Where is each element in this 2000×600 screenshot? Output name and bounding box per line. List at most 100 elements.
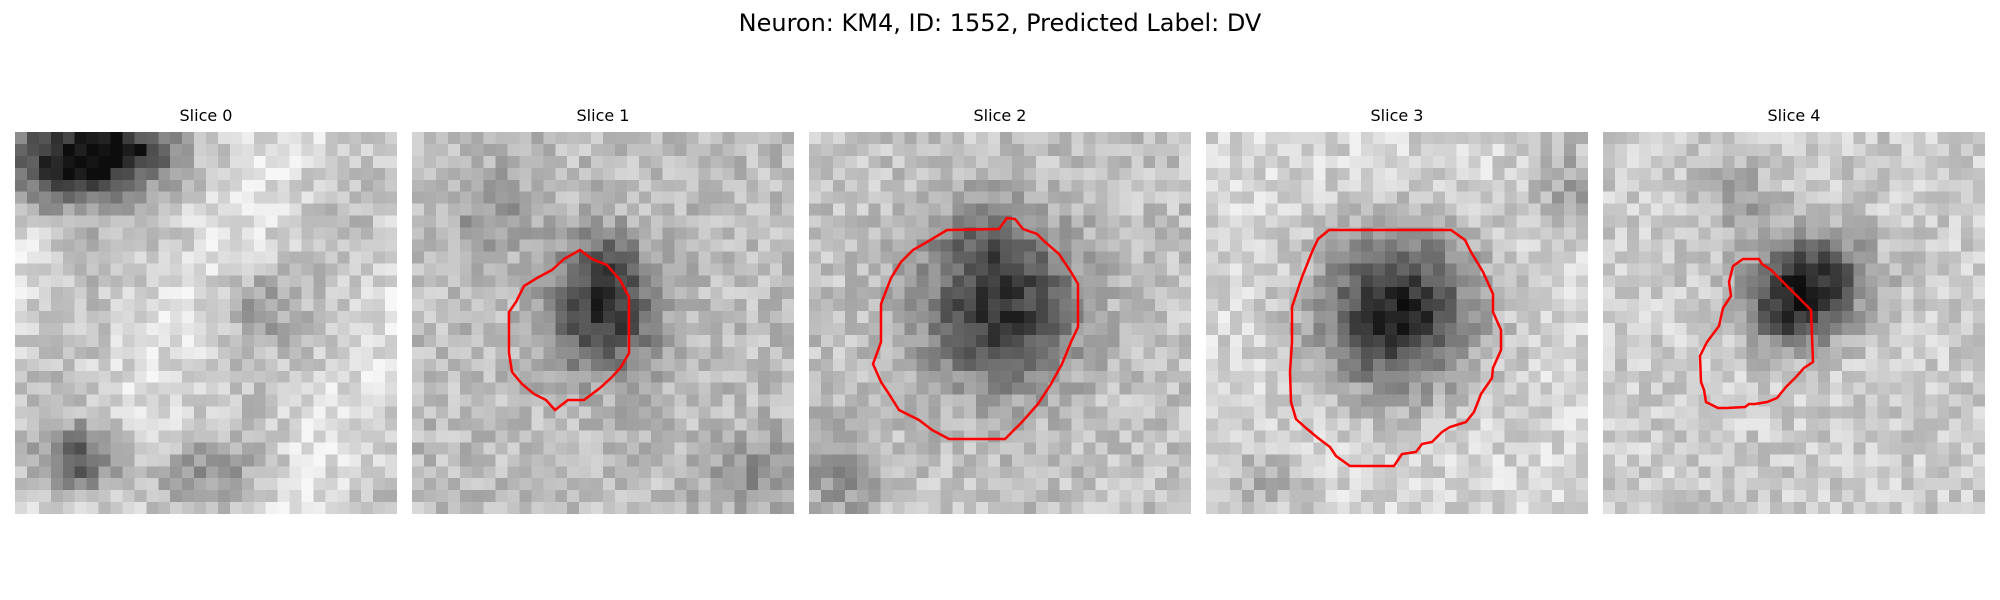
image-pixel	[1059, 430, 1073, 443]
slice-panel-3: Slice 3	[1206, 106, 1588, 514]
image-pixel	[1722, 370, 1735, 384]
image-pixel	[459, 346, 473, 360]
image-pixel	[638, 418, 652, 432]
image-pixel	[1650, 299, 1664, 312]
image-pixel	[1420, 203, 1434, 217]
image-pixel	[1865, 430, 1879, 443]
image-pixel	[1408, 382, 1422, 396]
image-pixel	[722, 394, 735, 408]
image-pixel	[62, 287, 76, 300]
image-pixel	[471, 406, 485, 420]
image-pixel	[1277, 155, 1291, 169]
image-pixel	[412, 466, 425, 479]
image-pixel	[1349, 358, 1362, 372]
image-pixel	[1913, 370, 1926, 384]
image-pixel	[1385, 132, 1398, 145]
image-pixel	[1444, 155, 1458, 169]
image-pixel	[603, 466, 616, 479]
image-pixel	[1504, 215, 1517, 229]
image-pixel	[1564, 227, 1577, 241]
image-pixel	[1397, 299, 1410, 312]
image-pixel	[782, 490, 794, 503]
image-pixel	[916, 132, 929, 145]
image-pixel	[1504, 418, 1517, 432]
image-pixel	[734, 203, 747, 217]
image-pixel	[373, 430, 386, 443]
image-pixel	[1047, 132, 1061, 145]
image-pixel	[1229, 263, 1243, 276]
image-pixel	[614, 299, 628, 312]
image-pixel	[1217, 239, 1231, 252]
image-pixel	[758, 418, 771, 432]
image-pixel	[603, 287, 616, 300]
image-pixel	[638, 466, 652, 479]
image-pixel	[1937, 287, 1950, 300]
image-pixel	[1540, 215, 1553, 229]
image-pixel	[1289, 155, 1303, 169]
image-pixel	[146, 167, 159, 181]
image-pixel	[253, 418, 267, 432]
image-pixel	[1913, 143, 1926, 157]
image-pixel	[964, 251, 977, 264]
image-pixel	[1504, 132, 1517, 145]
image-pixel	[1408, 143, 1422, 157]
image-pixel	[1782, 406, 1795, 420]
image-pixel	[1480, 358, 1494, 372]
image-pixel	[686, 275, 700, 288]
image-pixel	[555, 275, 568, 288]
image-pixel	[74, 155, 88, 169]
image-pixel	[1925, 430, 1938, 443]
image-pixel	[555, 143, 568, 157]
image-pixel	[1722, 203, 1735, 217]
image-pixel	[337, 251, 350, 264]
image-pixel	[1504, 466, 1517, 479]
image-pixel	[122, 251, 135, 264]
image-pixel	[710, 478, 723, 491]
image-pixel	[916, 155, 929, 169]
image-pixel	[1865, 394, 1879, 408]
image-pixel	[1480, 334, 1494, 348]
image-pixel	[809, 215, 822, 229]
image-pixel	[313, 454, 326, 467]
image-pixel	[1829, 132, 1843, 145]
image-pixel	[1313, 143, 1326, 157]
image-pixel	[1408, 179, 1422, 193]
image-pixel	[1504, 346, 1517, 360]
image-pixel	[1313, 227, 1326, 241]
image-pixel	[809, 287, 822, 300]
image-pixel	[1865, 251, 1879, 264]
image-pixel	[1420, 299, 1434, 312]
image-pixel	[158, 418, 171, 432]
image-pixel	[746, 239, 759, 252]
image-pixel	[1349, 430, 1362, 443]
image-pixel	[1047, 251, 1061, 264]
image-pixel	[964, 323, 977, 336]
image-pixel	[1265, 299, 1279, 312]
image-pixel	[1937, 251, 1950, 264]
image-pixel	[710, 275, 723, 288]
image-pixel	[1313, 287, 1326, 300]
image-pixel	[206, 251, 219, 264]
image-pixel	[734, 287, 747, 300]
image-pixel	[1674, 323, 1688, 336]
image-pixel	[722, 239, 735, 252]
image-pixel	[1444, 370, 1458, 384]
image-pixel	[1241, 263, 1255, 276]
image-pixel	[1107, 430, 1120, 443]
image-pixel	[1650, 370, 1664, 384]
image-pixel	[940, 442, 953, 455]
image-pixel	[1059, 263, 1073, 276]
image-pixel	[361, 502, 374, 514]
image-pixel	[1373, 263, 1386, 276]
image-pixel	[543, 442, 556, 455]
image-pixel	[1504, 323, 1517, 336]
image-pixel	[614, 406, 628, 420]
image-pixel	[662, 370, 676, 384]
image-pixel	[217, 311, 231, 324]
image-pixel	[1385, 466, 1398, 479]
image-pixel	[662, 227, 676, 241]
image-pixel	[1361, 442, 1374, 455]
image-pixel	[325, 167, 338, 181]
image-pixel	[447, 132, 461, 145]
image-pixel	[1603, 132, 1616, 145]
